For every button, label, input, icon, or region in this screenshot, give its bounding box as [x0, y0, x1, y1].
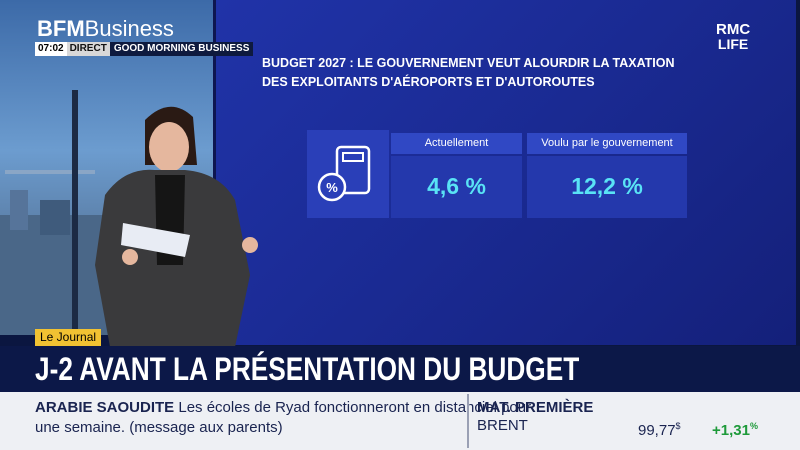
ticker-divider [467, 394, 469, 448]
face [149, 122, 189, 172]
time: 07:02 [35, 42, 67, 56]
section-tag: Le Journal [35, 329, 102, 346]
ticker-band [0, 392, 800, 450]
market-name: BRENT [477, 417, 528, 434]
window-frame [5, 170, 95, 174]
screen-title-line: DES EXPLOITANTS D'AÉROPORTS ET D'AUTOROU… [262, 75, 595, 89]
calculator-screen [342, 152, 364, 162]
logo-brand: BFM [37, 16, 85, 41]
live-label: DIRECT [66, 42, 110, 56]
price-unit: $ [675, 421, 681, 431]
ticker-text: Les écoles de Ryad fonctionneront en dis… [178, 399, 532, 416]
ticker-topic: ARABIE SAOUDITE [35, 399, 175, 416]
presenter [95, 106, 258, 347]
logo: BFMBusiness [37, 18, 174, 40]
ticker-line: ARABIE SAOUDITE Les écoles de Ryad fonct… [35, 398, 531, 418]
market-title: MAT. PREMIÈRE [477, 399, 594, 416]
market-change: +1,31% [712, 416, 758, 441]
paper [121, 223, 190, 257]
screen-title: BUDGET 2027 : LE GOUVERNEMENT VEUT ALOUR… [262, 54, 675, 92]
building [40, 200, 70, 235]
ticker: ARABIE SAOUDITE Les écoles de Ryad fonct… [35, 398, 531, 438]
table-header: Actuellement [391, 133, 522, 154]
corner-logo-line: RMC [716, 21, 751, 38]
logo-channel: Business [84, 16, 174, 41]
tax-icon: % [317, 145, 371, 202]
corner-logo-line: LIFE [717, 36, 749, 52]
calculator [335, 145, 371, 195]
status-bar: 07:02 DIRECT GOOD MORNING BUSINESS [35, 42, 254, 56]
building [10, 190, 28, 230]
hand [122, 249, 138, 265]
table-value: 4,6 % [391, 156, 522, 218]
show-name: GOOD MORNING BUSINESS [109, 42, 254, 56]
change-unit: % [749, 421, 758, 431]
hand [242, 237, 258, 253]
price: 99,77 [638, 422, 676, 439]
headline-band [0, 346, 800, 392]
percent-symbol: % [326, 180, 338, 195]
table-header: Voulu par le gouvernement [527, 133, 687, 154]
ticker-text: une semaine. (message aux parents) [35, 419, 283, 436]
window-frame [72, 90, 78, 335]
corner-logo: RMC LIFE [716, 22, 750, 52]
money-bag [317, 172, 347, 202]
headline: J-2 AVANT LA PRÉSENTATION DU BUDGET [35, 351, 580, 387]
table-value: 12,2 % [527, 156, 687, 218]
icon-box [307, 130, 389, 218]
change: +1,31 [712, 422, 750, 439]
screen-title-line: BUDGET 2027 : LE GOUVERNEMENT VEUT ALOUR… [262, 56, 675, 70]
market-price: 99,77$ [638, 416, 681, 441]
